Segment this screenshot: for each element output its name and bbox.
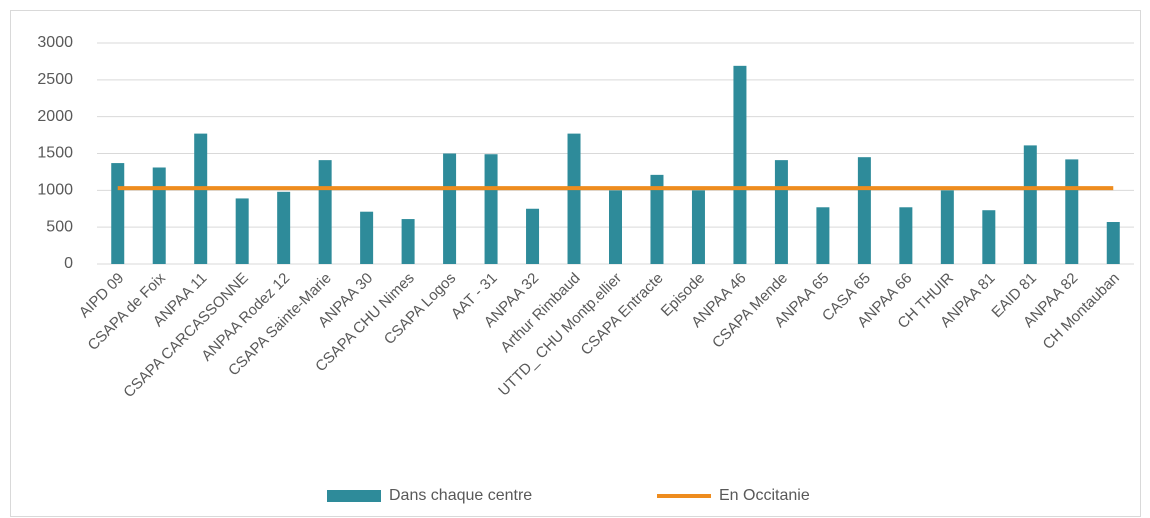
bar xyxy=(816,207,830,264)
bar xyxy=(650,174,664,264)
y-tick-label: 2000 xyxy=(37,108,73,125)
bar xyxy=(857,157,871,264)
legend-swatch xyxy=(327,490,381,502)
bar xyxy=(774,160,788,264)
bar xyxy=(1106,222,1120,264)
bar xyxy=(609,190,622,264)
bar xyxy=(401,219,415,264)
legend-label: Dans chaque centre xyxy=(389,487,532,504)
bar xyxy=(360,211,374,264)
x-tick-label: CSAPA Logos xyxy=(381,270,459,348)
bar xyxy=(982,210,996,264)
bar xyxy=(526,208,540,264)
bar xyxy=(733,65,747,264)
bar xyxy=(277,191,291,264)
bar xyxy=(567,133,581,264)
bar xyxy=(318,160,332,264)
bar xyxy=(235,198,249,264)
bar xyxy=(443,153,457,264)
y-tick-label: 3000 xyxy=(37,34,73,51)
bar xyxy=(1023,145,1037,264)
bar xyxy=(111,163,125,264)
bar xyxy=(1065,159,1079,264)
bar xyxy=(691,190,705,264)
y-tick-label: 1500 xyxy=(37,145,73,162)
y-tick-label: 1000 xyxy=(37,182,73,199)
chart-frame xyxy=(10,10,1141,517)
y-tick-label: 500 xyxy=(46,218,73,235)
bar xyxy=(899,207,913,264)
x-tick-label: CH Montauban xyxy=(1040,270,1123,353)
y-tick-label: 2500 xyxy=(37,71,73,88)
legend-label: En Occitanie xyxy=(719,487,810,504)
bar xyxy=(484,154,498,264)
bar xyxy=(940,190,954,264)
bar xyxy=(194,133,208,264)
bar xyxy=(152,167,166,264)
y-tick-label: 0 xyxy=(64,255,73,272)
